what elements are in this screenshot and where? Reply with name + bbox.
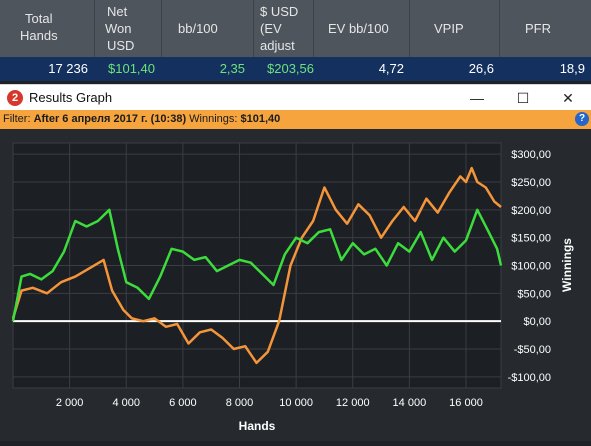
x-tick-label-6: 14 000	[393, 397, 427, 409]
maximize-button[interactable]: ☐	[516, 90, 530, 106]
col-ev-bb100-label: EV bb/100	[328, 21, 389, 36]
col-net-won[interactable]: Net Won USD	[95, 0, 162, 57]
col-vpip-label: VPIP	[434, 21, 464, 36]
col-net-won-line3: USD	[107, 38, 135, 53]
value-total-hands: 17 236	[48, 61, 88, 76]
col-vpip[interactable]: VPIP	[410, 0, 500, 57]
app-logo-icon: 2	[7, 90, 23, 106]
stats-values-row[interactable]: 17 236 $101,40 2,35 $203,56 4,72 26,6 18…	[0, 57, 591, 81]
y-tick-label-7: -$50,00	[514, 344, 551, 356]
y-tick-label-0: $300,00	[511, 149, 551, 161]
x-tick-label-2: 6 000	[169, 397, 197, 409]
col-usd-ev-line2: (EV	[260, 21, 282, 36]
filter-value: After 6 апреля 2017 г. (10:38)	[33, 113, 187, 125]
series-line-1	[11, 208, 503, 322]
y-tick-label-3: $150,00	[511, 233, 551, 245]
col-pfr-label: PFR	[525, 21, 551, 36]
col-usd-ev-line1: $ USD	[260, 4, 299, 19]
col-net-won-line2: Won	[105, 21, 132, 36]
filter-prefix: Filter:	[3, 113, 34, 125]
value-ev-bb100: 4,72	[378, 61, 404, 76]
series-line-0	[11, 166, 502, 365]
filter-bar: Filter: After 6 апреля 2017 г. (10:38) W…	[0, 110, 591, 129]
results-graph: $300,00 $250,00 $200,00 $150,00 $100,00 $50,0…	[0, 129, 591, 441]
col-ev-bb100[interactable]: EV bb/100	[314, 0, 410, 57]
x-axis-label: Hands	[239, 419, 276, 433]
y-tick-label-8: -$100,00	[508, 372, 551, 384]
close-button[interactable]: ✕	[562, 90, 574, 106]
value-bb100: 2,35	[219, 61, 245, 76]
y-axis-label: Winnings	[560, 238, 574, 292]
col-usd-ev-adjusted[interactable]: $ USD (EV adjust	[254, 0, 314, 57]
col-pfr[interactable]: PFR	[500, 0, 591, 57]
winnings-value: $101,40	[240, 113, 281, 125]
col-total-hands-line2: Hands	[20, 28, 58, 43]
window-title: Results Graph	[29, 90, 113, 105]
x-tick-label-1: 4 000	[112, 397, 140, 409]
x-tick-label-0: 2 000	[56, 397, 84, 409]
y-tick-label-4: $100,00	[511, 261, 551, 273]
col-bb100-label: bb/100	[178, 21, 218, 36]
minimize-button[interactable]: —	[470, 90, 484, 106]
x-tick-label-5: 12 000	[336, 397, 370, 409]
value-vpip: 26,6	[468, 61, 494, 76]
col-bb100[interactable]: bb/100	[162, 0, 254, 57]
help-icon[interactable]: ?	[575, 112, 589, 126]
winnings-label: Winnings:	[186, 113, 241, 125]
y-tick-label-2: $200,00	[511, 205, 551, 217]
col-total-hands-line1: Total	[25, 11, 53, 26]
y-tick-label-1: $250,00	[511, 177, 551, 189]
col-net-won-line1: Net	[107, 4, 128, 19]
col-usd-ev-line3: adjust	[260, 38, 295, 53]
x-tick-label-3: 8 000	[226, 397, 254, 409]
x-tick-label-7: 16 000	[449, 397, 483, 409]
value-pfr: 18,9	[559, 61, 585, 76]
results-chart: $300,00 $250,00 $200,00 $150,00 $100,00 $50,0…	[11, 142, 574, 433]
filter-text: Filter: After 6 апреля 2017 г. (10:38) W…	[3, 113, 280, 125]
value-net-won: $101,40	[108, 61, 155, 76]
x-tick-label-4: 10 000	[279, 397, 313, 409]
window-title-bar[interactable]: 2 Results Graph — ☐ ✕	[0, 84, 591, 111]
y-tick-label-6: $0,00	[523, 316, 551, 328]
stats-header: Total Hands Net Won USD bb/100 $ USD (EV…	[0, 0, 591, 57]
y-tick-label-5: $50,00	[517, 288, 551, 300]
value-usd-ev-adjusted: $203,56	[267, 61, 314, 76]
col-total-hands[interactable]: Total Hands	[0, 0, 95, 57]
